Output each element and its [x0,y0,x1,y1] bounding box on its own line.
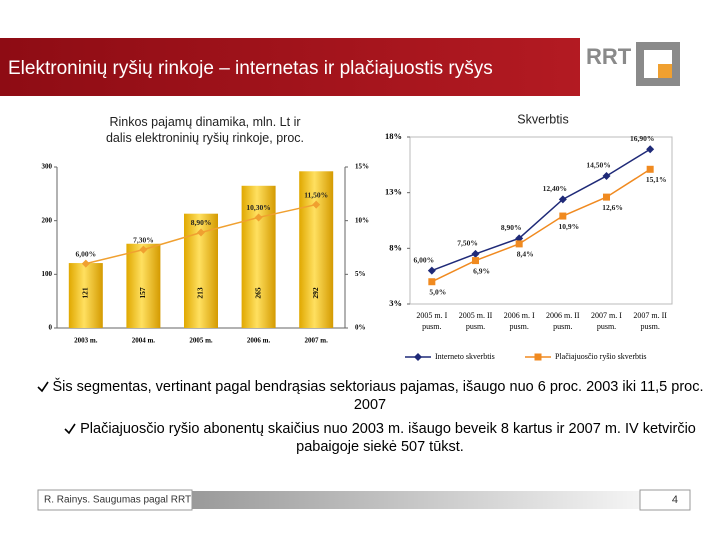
marker [139,245,148,254]
bullet: Plačiajuosčio ryšio abonentų skaičius nu… [60,420,700,456]
value-label: 15,1% [646,175,667,184]
line [431,148,651,272]
value-label: 10,9% [559,222,580,231]
marker [646,145,655,154]
bar-label: 121 [81,287,90,299]
marker [197,228,205,237]
x-tick-label: 2007 m. [305,337,329,345]
marker [558,195,567,204]
value-label: 6,9% [473,266,490,275]
value-label: 7,50% [457,239,478,248]
marker [515,240,523,248]
footer-source: R. Rainys. Saugumas pagal RRT [44,495,191,506]
line [431,168,651,283]
value-label: 12,40% [543,184,567,193]
y2-tick-label: 0% [355,324,366,332]
y-tick-label: 18% [385,131,402,141]
value-label: 8,4% [517,250,534,259]
bar [126,243,161,328]
logo-icon [636,42,680,86]
bullet-text: Plačiajuosčio ryšio abonentų skaičius nu… [80,421,696,455]
value-label: 10,30% [246,203,270,212]
check-icon [64,423,76,435]
bar-label: 265 [253,287,262,299]
marker [646,165,654,173]
value-label: 5,0% [429,287,446,296]
plot-frame [409,136,673,305]
chart-title: Skverbtis [517,112,568,126]
marker [515,234,524,243]
x-tick-label: 2004 m. [132,337,156,345]
bar-label: 292 [311,287,320,299]
y-tick-label: 100 [42,270,53,278]
x-tick-label: 2005 m. II pusm. [459,311,493,331]
y2-tick-label: 5% [355,270,366,278]
y-tick-label: 3% [389,298,402,308]
value-label: 12,6% [602,203,623,212]
x-tick-label: 2005 m. [189,337,213,345]
value-label: 6,00% [414,255,435,264]
marker [312,200,321,209]
x-tick-label: 2006 m. [247,337,271,345]
y-tick-label: 0 [49,324,53,332]
page-number: 4 [672,494,678,506]
marker [428,278,436,286]
y-tick-label: 300 [42,163,53,171]
bar [68,263,103,328]
marker [603,193,610,201]
marker [602,171,611,180]
value-label: 7,30% [133,235,154,244]
bar-label: 157 [138,287,147,299]
legend-label: Interneto skverbtis [435,352,495,361]
value-label: 8,90% [191,218,212,227]
y2-tick-label: 15% [355,163,369,171]
check-icon [36,381,49,393]
x-tick-label: 2006 m. II pusm. [546,311,580,331]
header-bar [0,38,580,96]
x-tick-label: 2003 m. [74,337,98,345]
footer-band [192,491,640,509]
value-label: 6,00% [75,249,96,258]
header-title: Elektroninių ryšių rinkoje – internetas … [8,58,493,79]
legend-label: Plačiajuosčio ryšio skverbtis [555,352,647,361]
marker [559,212,567,220]
y-tick-label: 8% [389,242,402,252]
value-label: 11,50% [304,190,328,199]
value-label: 16,90% [630,134,654,143]
y2-tick-label: 10% [355,216,369,224]
marker [81,259,90,268]
y-tick-label: 200 [42,216,53,224]
bullet: Šis segmentas, vertinant pagal bendrąsia… [20,378,720,414]
marker [254,213,263,222]
bar [241,185,276,328]
legend-marker [534,353,542,361]
bar [299,171,334,328]
legend-marker [414,353,422,361]
chart-title: Rinkos pajamų dinamika, mln. Lt ir dalis … [106,115,304,145]
bar-label: 213 [196,287,205,299]
x-tick-label: 2007 m. II pusm. [633,311,667,331]
marker [471,249,480,258]
marker [472,257,479,265]
value-label: 14,50% [586,161,610,170]
bullet-text: Šis segmentas, vertinant pagal bendrąsia… [52,379,704,413]
y-tick-label: 13% [385,187,402,197]
logo-text: RRT [586,44,632,69]
value-label: 8,90% [501,223,522,232]
marker [427,266,436,275]
page-box [639,489,691,511]
